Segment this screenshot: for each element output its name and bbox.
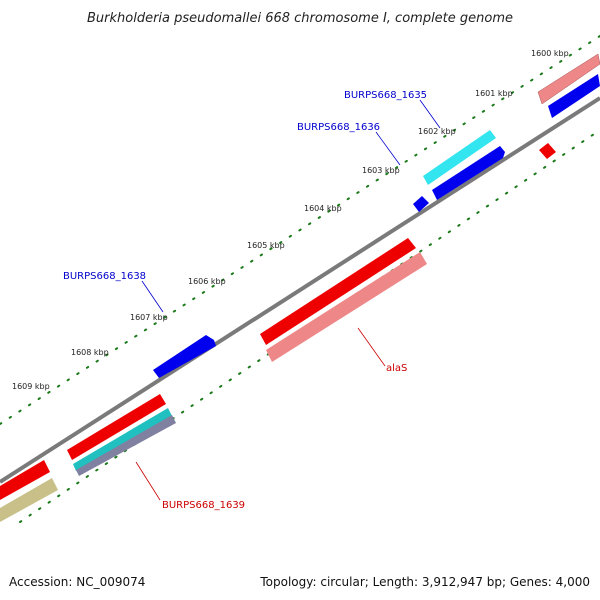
gene-burps668-1636[interactable] (432, 146, 505, 200)
gene-label-burps668-1639[interactable]: BURPS668_1639 (162, 500, 245, 511)
inner-tick-ring (19, 129, 600, 523)
gene-label-group-1635: BURPS668_1635 (344, 90, 441, 129)
gene-label-alas[interactable]: alaS (386, 363, 407, 374)
chromosome-backbone (0, 96, 600, 484)
tick-labels: 1600 kbp 1601 kbp 1602 kbp 1603 kbp 1604… (12, 49, 569, 391)
tick-label-1607: 1607 kbp (130, 313, 168, 322)
tick-label-1601: 1601 kbp (475, 89, 513, 98)
gene-alas[interactable] (260, 238, 416, 345)
tick-label-1608: 1608 kbp (71, 348, 109, 357)
gene-label-group-1639: BURPS668_1639 (135, 461, 245, 511)
outer-tick-ring (0, 35, 600, 425)
gene-label-burps668-1635[interactable]: BURPS668_1635 (344, 90, 427, 101)
map-title: Burkholderia pseudomallei 668 chromosome… (87, 11, 513, 26)
gene-burps668-1638[interactable] (153, 335, 216, 378)
accession-text: Accession: NC_009074 (9, 575, 145, 589)
tick-label-1603: 1603 kbp (362, 166, 400, 175)
gene-small-forward[interactable] (413, 196, 429, 212)
gene-burps668-1639[interactable] (67, 394, 166, 460)
gene-burps668-1636-cds[interactable] (423, 130, 496, 185)
gene-burps668-1639-cds-1[interactable] (73, 408, 172, 471)
tick-label-1609: 1609 kbp (12, 382, 50, 391)
tick-label-1604: 1604 kbp (304, 204, 342, 213)
gene-left-reverse-cds[interactable] (0, 478, 58, 522)
tick-label-1602: 1602 kbp (418, 127, 456, 136)
gene-burps668-1639-cds-2[interactable] (76, 415, 176, 476)
gene-left-reverse[interactable] (0, 460, 50, 500)
gene-alas-cds[interactable] (266, 252, 427, 362)
gene-label-group-1636: BURPS668_1636 (297, 122, 401, 166)
gene-label-group-1638: BURPS668_1638 (63, 271, 164, 313)
tick-label-1600: 1600 kbp (531, 49, 569, 58)
gene-burps668-1635-cds[interactable] (537, 53, 600, 105)
topology-text: Topology: circular; Length: 3,912,947 bp… (259, 575, 590, 589)
gene-label-burps668-1636[interactable]: BURPS668_1636 (297, 122, 380, 133)
gene-label-burps668-1638[interactable]: BURPS668_1638 (63, 271, 146, 282)
gene-burps668-1635[interactable] (548, 74, 600, 118)
tick-label-1606: 1606 kbp (188, 277, 226, 286)
tick-label-1605: 1605 kbp (247, 241, 285, 250)
gene-label-group-alas: alaS (357, 327, 407, 374)
gene-small-reverse[interactable] (539, 143, 556, 159)
